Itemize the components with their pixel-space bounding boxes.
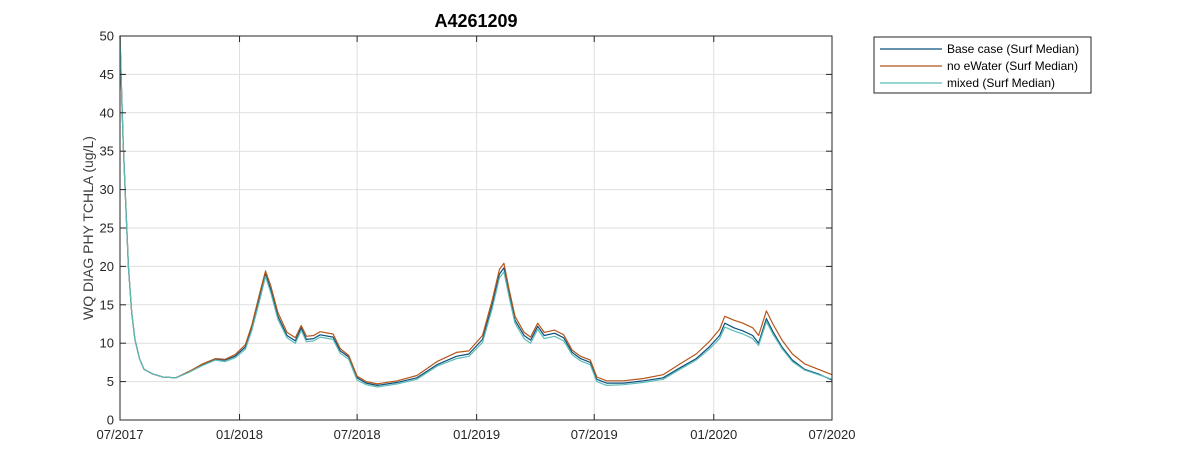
x-tick-label: 07/2017 [97,427,144,442]
ticks [119,35,833,421]
y-tick-label: 50 [100,29,114,44]
y-tick-label: 10 [100,336,114,351]
y-tick-label: 0 [107,413,114,428]
series-lines [119,35,833,388]
y-tick-label: 5 [107,374,114,389]
legend: Base case (Surf Median) no eWater (Surf M… [873,36,1092,94]
y-tick-label: 15 [100,297,114,312]
x-tick-label: 07/2019 [571,427,618,442]
y-tick-label: 35 [100,144,114,159]
series-line-3 [119,35,833,388]
legend-label-3: mixed (Surf Median) [947,76,1055,90]
legend-box [873,36,1092,94]
y-tick-labels: 0 5 10 15 20 25 30 35 40 45 50 [100,29,114,428]
y-tick-label: 45 [100,67,114,82]
legend-label-2: no eWater (Surf Median) [947,59,1078,73]
y-tick-label: 20 [100,259,114,274]
y-axis-label: WQ DIAG PHY TCHLA (ug/L) [80,136,96,320]
x-tick-label: 01/2019 [453,427,500,442]
legend-label-1: Base case (Surf Median) [947,42,1079,56]
x-tick-label: 07/2020 [809,427,856,442]
y-tick-label: 30 [100,182,114,197]
y-tick-label: 25 [100,221,114,236]
series-line-2 [119,35,833,385]
chart-title: A4261209 [434,11,517,31]
y-tick-label: 40 [100,105,114,120]
x-tick-label: 01/2020 [690,427,737,442]
x-tick-labels: 07/2017 01/2018 07/2018 01/2019 07/2019 01/20… [97,427,856,442]
x-tick-label: 07/2018 [334,427,381,442]
x-tick-label: 01/2018 [216,427,263,442]
